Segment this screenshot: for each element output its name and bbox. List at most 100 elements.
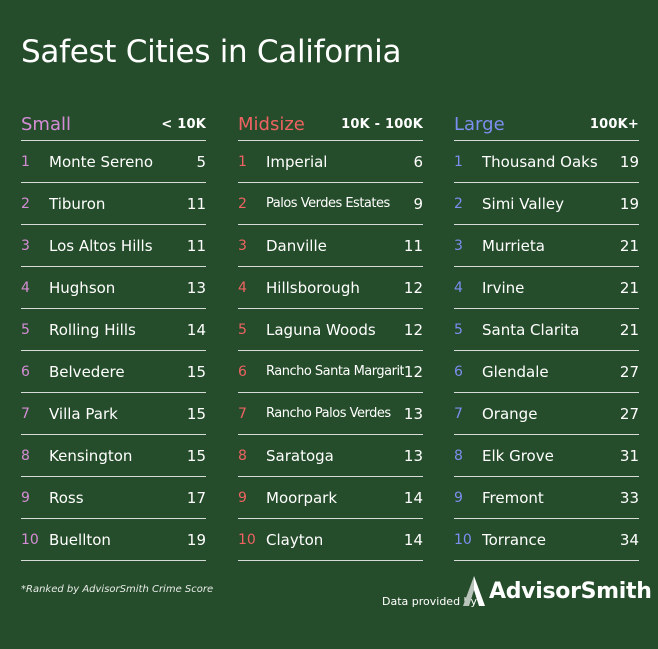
table-row: 10 Buellton 19 [21,519,206,561]
table-row: 10 Clayton 14 [238,519,423,561]
crime-score: 14 [403,530,423,549]
data-provided-label: Data provided by [382,595,478,608]
rank-number: 8 [21,447,30,464]
rank-number: 7 [238,405,247,422]
table-row: 4 Hillsborough 12 [238,267,423,309]
city-name: Hillsborough [266,278,360,297]
table-row: 3 Danville 11 [238,225,423,267]
city-name: Hughson [49,278,116,297]
crime-score: 12 [403,362,423,381]
city-name: Imperial [266,152,328,171]
crime-score: 9 [413,194,423,213]
crime-score: 12 [403,278,423,297]
city-name: Villa Park [49,404,118,423]
crime-score: 14 [403,488,423,507]
crime-score: 13 [186,278,206,297]
city-name: Orange [482,404,538,423]
crime-score: 15 [186,446,206,465]
crime-score: 12 [403,320,423,339]
crime-score: 19 [186,530,206,549]
city-name: Rancho Santa Margarita [266,364,404,379]
crime-score: 31 [619,446,639,465]
crime-score: 13 [403,446,423,465]
table-row: 2 Simi Valley 19 [454,183,639,225]
crime-score: 15 [186,362,206,381]
crime-score: 34 [619,530,639,549]
rank-number: 7 [454,405,463,422]
city-name: Saratoga [266,446,334,465]
column-midsize: Midsize 10K - 100K 1 Imperial 6 2 Palos Verd… [238,108,423,561]
rank-number: 8 [454,447,463,464]
table-row: 6 Rancho Santa Margarita 12 [238,351,423,393]
rank-number: 1 [454,153,463,170]
table-row: 8 Saratoga 13 [238,435,423,477]
rank-number: 1 [21,153,30,170]
city-name: Los Altos Hills [49,236,153,255]
rank-number: 8 [238,447,247,464]
city-name: Irvine [482,278,525,297]
rank-number: 4 [21,279,30,296]
crime-score: 33 [619,488,639,507]
rank-number: 6 [238,363,247,380]
table-row: 5 Laguna Woods 12 [238,309,423,351]
city-list: 1 Monte Sereno 5 2 Tiburon 11 3 Los Altos Hills… [21,141,206,561]
crime-score: 15 [186,404,206,423]
table-row: 5 Rolling Hills 14 [21,309,206,351]
rank-number: 5 [238,321,247,338]
table-row: 3 Los Altos Hills 11 [21,225,206,267]
table-row: 10 Torrance 34 [454,519,639,561]
crime-score: 19 [619,152,639,171]
crime-score: 14 [186,320,206,339]
population-range: 100K+ [589,116,639,132]
rank-number: 5 [21,321,30,338]
category-label: Midsize [238,113,305,135]
crime-score: 13 [403,404,423,423]
city-name: Simi Valley [482,194,564,213]
city-name: Palos Verdes Estates [266,196,390,211]
city-name: Torrance [482,530,547,549]
city-name: Laguna Woods [266,320,376,339]
footnote: *Ranked by AdvisorSmith Crime Score [21,584,214,595]
page-title: Safest Cities in California [21,34,402,70]
rank-number: 10 [454,531,472,548]
rank-number: 6 [21,363,30,380]
city-name: Thousand Oaks [482,152,598,171]
city-name: Fremont [482,488,544,507]
city-name: Glendale [482,362,549,381]
table-row: 1 Thousand Oaks 19 [454,141,639,183]
crime-score: 17 [186,488,206,507]
rank-number: 1 [238,153,247,170]
table-row: 9 Moorpark 14 [238,477,423,519]
city-name: Belvedere [49,362,125,381]
table-row: 2 Tiburon 11 [21,183,206,225]
city-name: Santa Clarita [482,320,580,339]
population-range: < 10K [161,116,206,132]
rank-number: 4 [238,279,247,296]
column-header: Midsize 10K - 100K [238,108,423,141]
crime-score: 19 [619,194,639,213]
rank-number: 2 [21,195,30,212]
column-large: Large 100K+ 1 Thousand Oaks 19 2 Simi Valley… [454,108,639,561]
table-row: 1 Monte Sereno 5 [21,141,206,183]
city-name: Rolling Hills [49,320,136,339]
crime-score: 11 [186,194,206,213]
rank-number: 3 [238,237,247,254]
rank-number: 2 [238,195,247,212]
table-row: 9 Ross 17 [21,477,206,519]
rank-number: 9 [238,489,247,506]
rank-number: 10 [238,531,256,548]
table-row: 8 Elk Grove 31 [454,435,639,477]
city-name: Murrieta [482,236,545,255]
rank-number: 9 [21,489,30,506]
rank-number: 6 [454,363,463,380]
table-row: 3 Murrieta 21 [454,225,639,267]
crime-score: 21 [619,236,639,255]
city-name: Elk Grove [482,446,554,465]
rank-number: 4 [454,279,463,296]
city-name: Rancho Palos Verdes [266,406,391,421]
crime-score: 27 [619,362,639,381]
rank-number: 3 [454,237,463,254]
city-name: Ross [49,488,84,507]
city-name: Monte Sereno [49,152,154,171]
rank-number: 9 [454,489,463,506]
